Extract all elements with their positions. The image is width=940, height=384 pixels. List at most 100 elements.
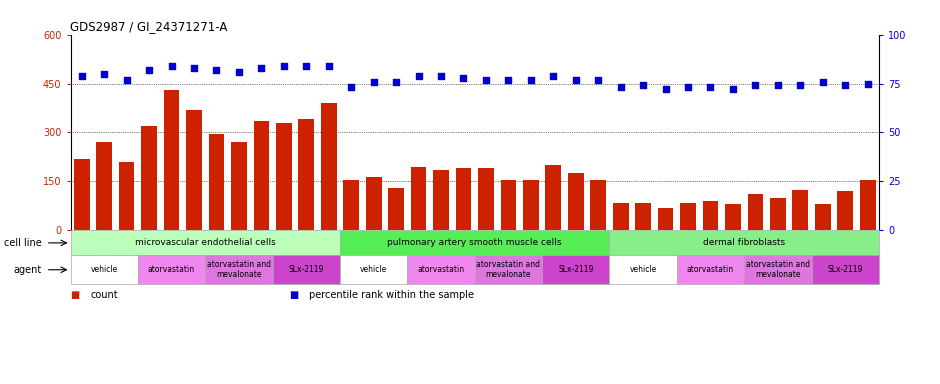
Bar xyxy=(677,255,744,284)
Point xyxy=(546,73,561,79)
Bar xyxy=(613,203,629,230)
Point xyxy=(119,76,134,83)
Text: atorvastatin and
mevalonate: atorvastatin and mevalonate xyxy=(477,260,540,280)
Text: count: count xyxy=(91,290,118,300)
Point xyxy=(456,74,471,81)
Point xyxy=(411,73,426,79)
Bar xyxy=(96,142,112,230)
Bar xyxy=(118,162,134,230)
Bar xyxy=(770,198,786,230)
Bar xyxy=(186,110,202,230)
Bar xyxy=(74,159,89,230)
Point xyxy=(97,71,112,77)
Text: vehicle: vehicle xyxy=(90,265,118,274)
Bar xyxy=(388,188,404,230)
Bar xyxy=(276,123,291,230)
Bar xyxy=(590,180,606,230)
Bar xyxy=(138,255,205,284)
Text: SLx-2119: SLx-2119 xyxy=(289,265,324,274)
Point xyxy=(726,86,741,93)
Text: GDS2987 / GI_24371271-A: GDS2987 / GI_24371271-A xyxy=(70,20,227,33)
Point xyxy=(771,83,786,89)
Bar xyxy=(815,204,831,230)
Text: atorvastatin and
mevalonate: atorvastatin and mevalonate xyxy=(207,260,271,280)
Bar xyxy=(340,230,609,255)
Point xyxy=(838,83,853,89)
Point xyxy=(344,84,359,91)
Bar xyxy=(205,255,273,284)
Point xyxy=(748,83,763,89)
Bar xyxy=(811,255,879,284)
Text: cell line: cell line xyxy=(4,238,41,248)
Bar xyxy=(70,255,138,284)
Bar xyxy=(475,255,542,284)
Point xyxy=(74,73,89,79)
Bar xyxy=(141,126,157,230)
Bar xyxy=(838,191,854,230)
Point xyxy=(164,63,180,69)
Bar xyxy=(407,255,475,284)
Point xyxy=(613,84,628,91)
Text: percentile rank within the sample: percentile rank within the sample xyxy=(309,290,474,300)
Point xyxy=(703,84,718,91)
Point xyxy=(681,84,696,91)
Point xyxy=(366,78,382,84)
Bar xyxy=(747,194,763,230)
Bar xyxy=(568,173,584,230)
Bar xyxy=(70,230,340,255)
Point xyxy=(276,63,291,69)
Point xyxy=(433,73,448,79)
Bar xyxy=(321,103,337,230)
Bar xyxy=(609,230,879,255)
Bar xyxy=(635,203,651,230)
Text: SLx-2119: SLx-2119 xyxy=(827,265,863,274)
Point xyxy=(568,76,583,83)
Point xyxy=(231,69,246,75)
Bar xyxy=(343,180,359,230)
Bar xyxy=(744,255,811,284)
Bar xyxy=(231,142,247,230)
Bar xyxy=(411,167,427,230)
Bar xyxy=(298,119,314,230)
Point xyxy=(501,76,516,83)
Bar xyxy=(478,169,494,230)
Point xyxy=(590,76,605,83)
Bar xyxy=(523,180,539,230)
Point xyxy=(635,83,650,89)
Text: vehicle: vehicle xyxy=(630,265,657,274)
Bar xyxy=(681,203,696,230)
Bar xyxy=(545,165,561,230)
Bar xyxy=(456,169,471,230)
Text: dermal fibroblasts: dermal fibroblasts xyxy=(703,238,785,247)
Bar xyxy=(860,180,875,230)
Text: SLx-2119: SLx-2119 xyxy=(558,265,593,274)
Point xyxy=(658,86,673,93)
Bar xyxy=(542,255,609,284)
Text: agent: agent xyxy=(13,265,41,275)
Bar xyxy=(658,207,673,230)
Text: atorvastatin and
mevalonate: atorvastatin and mevalonate xyxy=(745,260,810,280)
Bar xyxy=(725,204,741,230)
Point xyxy=(388,78,403,84)
Text: ■: ■ xyxy=(70,290,80,300)
Point xyxy=(478,76,494,83)
Text: ■: ■ xyxy=(289,290,298,300)
Bar xyxy=(702,201,718,230)
Bar xyxy=(500,180,516,230)
Text: atorvastatin: atorvastatin xyxy=(148,265,196,274)
Bar xyxy=(254,121,269,230)
Point xyxy=(299,63,314,69)
Text: vehicle: vehicle xyxy=(360,265,387,274)
Text: pulmonary artery smooth muscle cells: pulmonary artery smooth muscle cells xyxy=(387,238,562,247)
Text: microvascular endothelial cells: microvascular endothelial cells xyxy=(134,238,275,247)
Point xyxy=(524,76,539,83)
Bar xyxy=(340,255,407,284)
Point xyxy=(321,63,337,69)
Text: atorvastatin: atorvastatin xyxy=(417,265,464,274)
Point xyxy=(209,67,224,73)
Bar xyxy=(209,134,225,230)
Bar xyxy=(792,190,808,230)
Text: atorvastatin: atorvastatin xyxy=(687,265,734,274)
Point xyxy=(860,81,875,87)
Bar xyxy=(164,90,180,230)
